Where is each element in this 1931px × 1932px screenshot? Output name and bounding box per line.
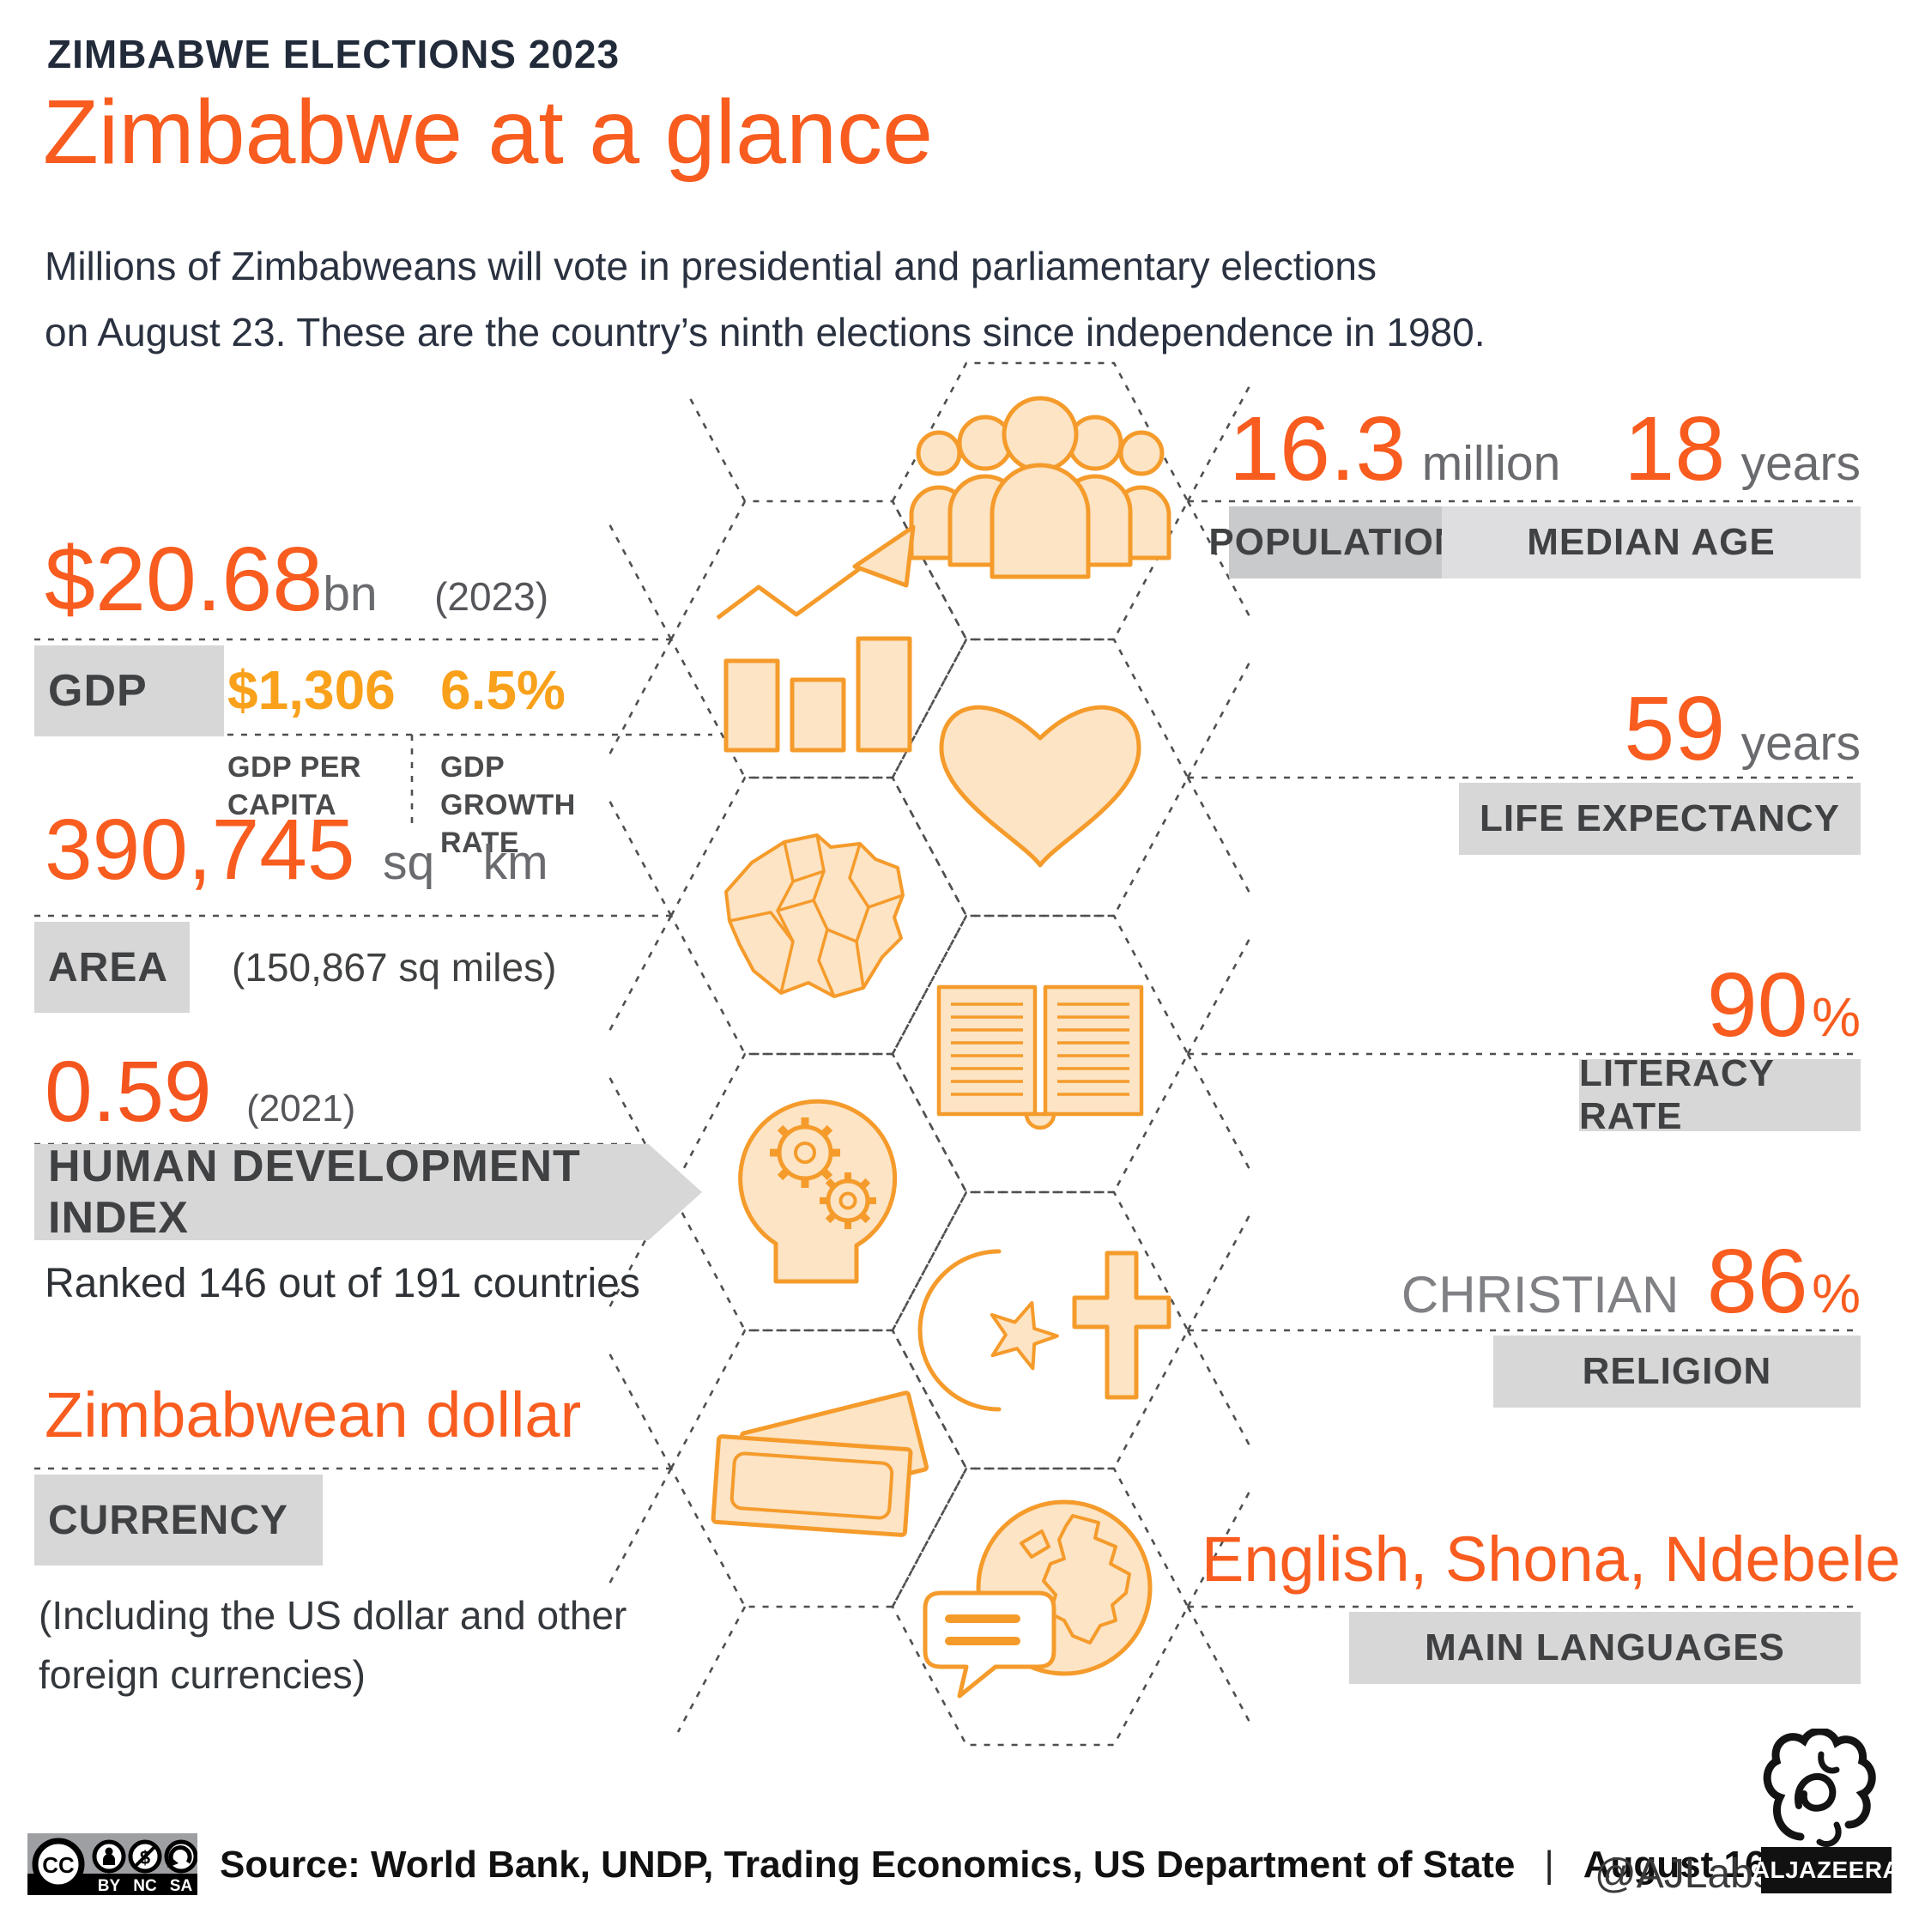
gdp-growth-label: GDP GROWTH RATE	[440, 751, 576, 860]
currency-note-line-2: foreign currencies)	[39, 1652, 366, 1697]
life-expectancy-value: 59	[1624, 678, 1726, 779]
globe-speech-bubble-icon	[923, 1499, 1153, 1699]
gdp-label-box: GDP	[34, 645, 224, 736]
gdp-unit: bn	[323, 566, 378, 621]
currency-label-box: CURRENCY	[34, 1475, 323, 1566]
area-label-box: AREA	[34, 922, 190, 1013]
cc-by-label: BY	[98, 1877, 121, 1895]
literacy-label-box: LITERACY RATE	[1579, 1052, 1861, 1137]
population-value: 16.3	[1229, 398, 1407, 500]
literacy-value-row: 90 %	[1579, 960, 1861, 1051]
median-age-unit: years	[1740, 436, 1861, 491]
median-age-label: MEDIAN AGE	[1527, 521, 1776, 563]
cc-sa-label: SA	[170, 1877, 193, 1895]
hdi-rank-note: Ranked 146 out of 191 countries	[45, 1261, 640, 1306]
hdi-value: 0.59	[45, 1044, 212, 1140]
population-label: POPULATION	[1208, 521, 1462, 563]
people-group-icon	[909, 396, 1171, 579]
life-expectancy-unit: years	[1740, 716, 1861, 771]
source-text: Source: World Bank, UNDP, Trading Econom…	[220, 1844, 1516, 1886]
area-label: AREA	[48, 944, 169, 990]
aljazeera-calligraphy-logo	[1763, 1729, 1876, 1847]
gdp-per-capita-group: $1,306 GDP PER CAPITA	[227, 663, 396, 824]
source-separator: |	[1544, 1844, 1554, 1886]
hexagon-grid	[606, 361, 1253, 1747]
head-gears-icon	[738, 1099, 898, 1284]
literacy-label: LITERACY RATE	[1579, 1052, 1775, 1137]
currency-label: CURRENCY	[48, 1497, 289, 1543]
cc-nc-label: NC	[133, 1877, 157, 1895]
hdi-year: (2021)	[246, 1087, 356, 1130]
gdp-label: GDP	[48, 666, 148, 716]
area-unit-km: km	[482, 835, 548, 890]
page-title: Zimbabwe at a glance	[43, 82, 934, 183]
currency-value: Zimbabwean dollar	[45, 1379, 582, 1451]
gdp-per-capita-label: GDP PER CAPITA	[227, 751, 361, 822]
gdp-growth-group: 6.5% GDP GROWTH RATE	[440, 663, 642, 863]
population-label-box: POPULATION	[1208, 506, 1462, 578]
gdp-per-capita-value: $1,306	[227, 659, 396, 721]
open-book-icon	[936, 984, 1144, 1130]
hdi-label: HUMAN DEVELOPMENT INDEX	[48, 1142, 581, 1243]
languages-label: MAIN LANGUAGES	[1425, 1626, 1785, 1669]
median-age-value: 18	[1624, 398, 1726, 500]
area-miles-note: (150,867 sq miles)	[232, 945, 557, 990]
population-value-group: 16.3 million	[1229, 403, 1560, 494]
cc-icon-label: CC	[42, 1852, 75, 1878]
intro-paragraph: Millions of Zimbabweans will vote in pre…	[45, 233, 1485, 366]
population-median-age-boxes: POPULATION MEDIAN AGE	[1208, 506, 1861, 578]
zimbabwe-map-icon	[724, 833, 905, 998]
area-value: 390,745	[45, 802, 355, 898]
literacy-unit: %	[1812, 986, 1861, 1048]
life-expectancy-label: LIFE EXPECTANCY	[1479, 797, 1840, 839]
intro-line-2: on August 23. These are the country’s ni…	[45, 310, 1486, 355]
religion-value: 86	[1706, 1231, 1808, 1332]
median-age-label-box: MEDIAN AGE	[1442, 506, 1861, 578]
hdi-value-row: 0.59 (2021)	[45, 1049, 355, 1135]
aljazeera-wordmark: ALJAZEERA	[1752, 1847, 1900, 1893]
gdp-growth-value: 6.5%	[440, 659, 566, 721]
currency-note: (Including the US dollar and other forei…	[39, 1586, 627, 1705]
population-unit: million	[1421, 436, 1561, 491]
gdp-value-row: $20.68bn (2023)	[45, 534, 548, 625]
cc-license-badge: CC $ BY NC SA	[27, 1833, 197, 1895]
ajlabs-credit: @AJLabs	[1595, 1851, 1774, 1897]
religion-prefix: CHRISTIAN	[1401, 1266, 1680, 1323]
banknotes-icon	[711, 1390, 929, 1537]
heart-icon	[939, 705, 1141, 868]
religion-label-box: RELIGION	[1493, 1335, 1861, 1408]
cc-icon	[32, 1838, 85, 1891]
life-expectancy-label-box: LIFE EXPECTANCY	[1459, 783, 1861, 855]
languages-label-box: MAIN LANGUAGES	[1349, 1612, 1861, 1684]
page-kicker: ZIMBABWE ELECTIONS 2023	[47, 32, 620, 76]
bar-chart-arrow-icon	[716, 524, 916, 753]
life-expectancy-value-row: 59 years	[1459, 683, 1861, 774]
area-value-row: 390,745 sq km	[45, 807, 548, 893]
gdp-value: $20.68	[45, 529, 324, 630]
area-unit-sq: sq	[382, 835, 435, 890]
hdi-label-box: HUMAN DEVELOPMENT INDEX	[34, 1144, 702, 1240]
currency-note-line-1: (Including the US dollar and other	[39, 1593, 627, 1638]
population-median-age-values: 16.3 million 18 years	[1229, 403, 1861, 494]
religion-value-row: CHRISTIAN 86 %	[1253, 1236, 1861, 1327]
gdp-year: (2023)	[434, 574, 549, 619]
median-age-value-group: 18 years	[1624, 403, 1861, 494]
religion-label: RELIGION	[1582, 1350, 1772, 1392]
languages-value: English, Shona, Ndebele	[1202, 1523, 1901, 1595]
literacy-value: 90	[1706, 954, 1808, 1056]
intro-line-1: Millions of Zimbabweans will vote in pre…	[45, 244, 1377, 288]
religion-unit: %	[1812, 1263, 1861, 1324]
crescent-star-cross-icon	[917, 1249, 1171, 1412]
